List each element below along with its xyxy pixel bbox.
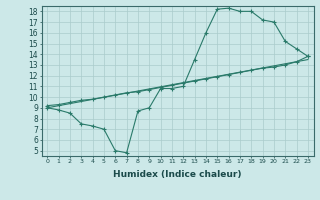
X-axis label: Humidex (Indice chaleur): Humidex (Indice chaleur) bbox=[113, 170, 242, 179]
